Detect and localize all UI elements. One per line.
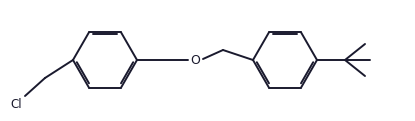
Text: O: O	[190, 53, 200, 67]
Text: Cl: Cl	[10, 98, 22, 111]
